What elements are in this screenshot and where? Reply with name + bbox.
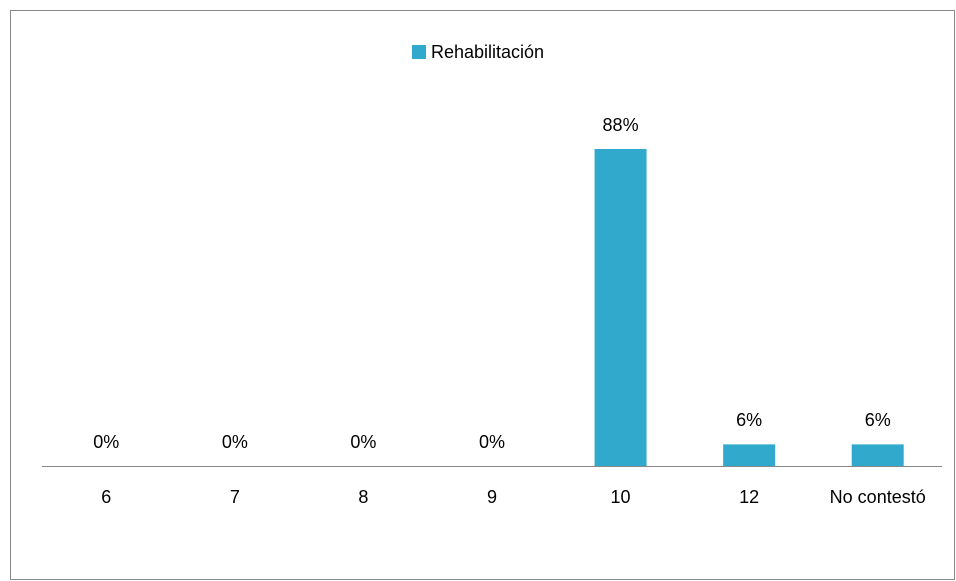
data-label: 0% xyxy=(350,432,377,452)
chart-frame xyxy=(10,10,955,580)
data-label: 0% xyxy=(478,432,505,452)
x-tick-label: 10 xyxy=(610,487,631,507)
data-label: 88% xyxy=(602,115,639,135)
data-label: 6% xyxy=(864,410,891,431)
x-tick-label: No contestó xyxy=(829,487,926,507)
data-label: 0% xyxy=(221,432,248,452)
data-label: 0% xyxy=(93,432,120,452)
bar xyxy=(594,149,647,466)
x-tick-label: 8 xyxy=(358,487,369,507)
x-tick-label: 12 xyxy=(739,487,760,507)
legend-label: Rehabilitación xyxy=(431,42,545,62)
x-tick-label: 6 xyxy=(101,487,112,507)
bar xyxy=(723,444,776,466)
data-label: 6% xyxy=(736,410,763,431)
legend-swatch xyxy=(412,45,426,59)
x-tick-label: 9 xyxy=(486,487,497,507)
x-tick-label: 7 xyxy=(229,487,240,507)
bar xyxy=(851,444,904,466)
